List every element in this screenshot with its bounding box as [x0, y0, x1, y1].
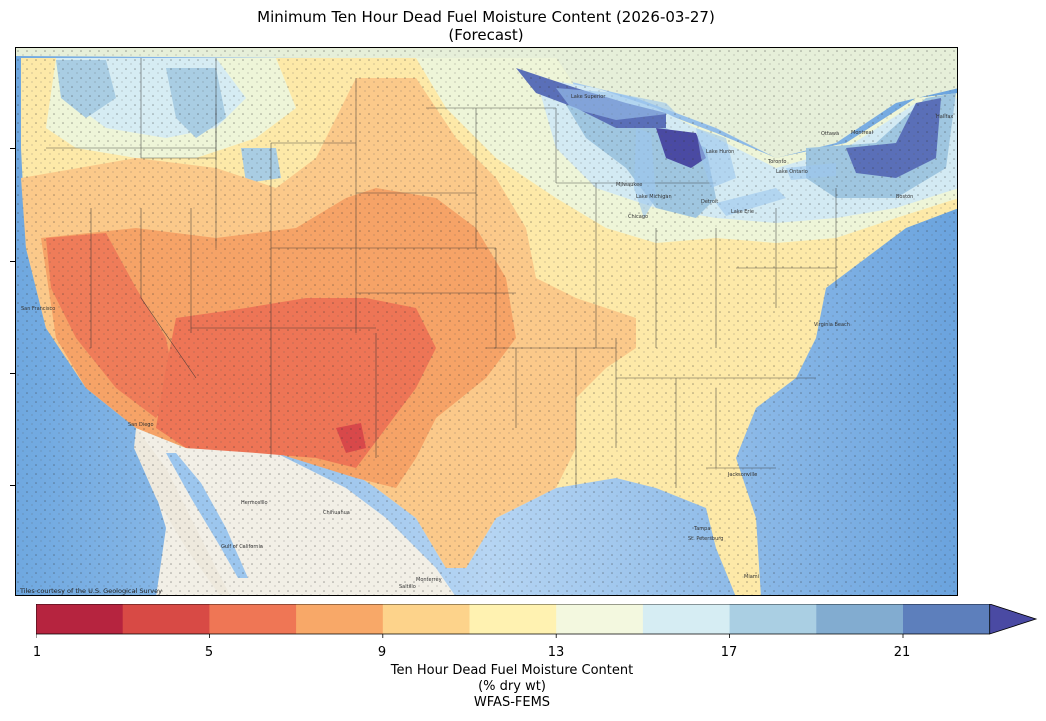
colorbar-extend-arrow [989, 604, 1038, 635]
label-chicago: Chicago [628, 214, 648, 220]
y-tick [10, 148, 15, 149]
label-hermosillo: Hermosillo [241, 500, 268, 506]
label-milwaukee: Milwaukee [616, 182, 642, 188]
stipple-overlay [16, 48, 957, 595]
map-svg: Lake Superior Lake Michigan Lake Huron L… [16, 48, 957, 595]
title-line-2: (Forecast) [448, 26, 524, 44]
lake-michigan [634, 128, 656, 218]
colorbar-segment [903, 604, 991, 634]
label-detroit: Detroit [701, 199, 718, 205]
colorbar-segment [296, 604, 384, 634]
colorbar-outline [36, 604, 990, 635]
colorbar-segment [642, 604, 731, 634]
label-montreal: Montreal [851, 130, 873, 136]
colorbar-segment [556, 604, 644, 634]
label-lake-huron: Lake Huron [706, 149, 734, 155]
lake-superior [556, 88, 676, 120]
colorbar-tick-label: 9 [377, 645, 387, 660]
colorbar-segment [36, 604, 124, 634]
label-toronto: Toronto [767, 159, 786, 165]
label-ottawa: Ottawa [821, 131, 839, 137]
colorbar-label: Ten Hour Dead Fuel Moisture Content (% d… [0, 663, 1024, 711]
label-saltillo: Saltillo [399, 584, 416, 590]
y-tick [10, 261, 15, 262]
label-lake-michigan: Lake Michigan [636, 194, 672, 200]
colorbar-segment [382, 604, 470, 634]
lake-huron [696, 128, 736, 188]
lake-erie [716, 188, 786, 216]
label-lake-ontario: Lake Ontario [776, 169, 808, 175]
colorbar-tick-label: 1 [32, 645, 42, 660]
label-virginia-beach: Virginia Beach [814, 322, 850, 328]
colorbar-tick-label: 13 [547, 645, 565, 660]
lake-ontario [786, 163, 836, 180]
colorbar-label-line-2: (% dry wt) [478, 679, 546, 694]
colorbar [36, 604, 1038, 638]
colorbar-segment [816, 604, 904, 634]
state-borders [46, 58, 837, 488]
colorbar-tick-label: 17 [720, 645, 738, 660]
label-chihuahua: Chihuahua [323, 510, 350, 516]
colorbar-segment [729, 604, 817, 634]
y-tick [10, 373, 15, 374]
colorbar-label-line-3: WFAS-FEMS [473, 695, 551, 710]
chart-title: Minimum Ten Hour Dead Fuel Moisture Cont… [0, 8, 972, 44]
map-panel: Lake Superior Lake Michigan Lake Huron L… [15, 47, 958, 596]
label-lake-erie: Lake Erie [731, 209, 754, 215]
label-st-petersburg: St. Petersburg [688, 536, 723, 542]
label-halifax: Halifax [936, 114, 953, 120]
label-boston: Boston [896, 194, 913, 200]
label-gulf-of-california: Gulf of California [221, 544, 263, 550]
label-miami: Miami [744, 574, 759, 580]
colorbar-tick-label: 21 [893, 645, 911, 660]
colorbar-tick-label: 5 [204, 645, 214, 660]
title-line-1: Minimum Ten Hour Dead Fuel Moisture Cont… [257, 8, 715, 26]
y-tick [10, 485, 15, 486]
tile-credit: Tiles courtesy of the U.S. Geological Su… [20, 587, 162, 595]
label-san-francisco: San Francisco [21, 306, 55, 312]
colorbar-segment [209, 604, 297, 634]
colorbar-label-line-1: Ten Hour Dead Fuel Moisture Content [390, 663, 634, 678]
label-lake-superior: Lake Superior [571, 94, 606, 100]
label-san-diego: San Diego [128, 422, 154, 428]
colorbar-segment [469, 604, 557, 634]
label-monterrey: Monterrey [416, 577, 442, 583]
label-tampa: Tampa [693, 526, 710, 532]
colorbar-segment [122, 604, 210, 634]
label-jacksonville: Jacksonville [727, 472, 757, 478]
